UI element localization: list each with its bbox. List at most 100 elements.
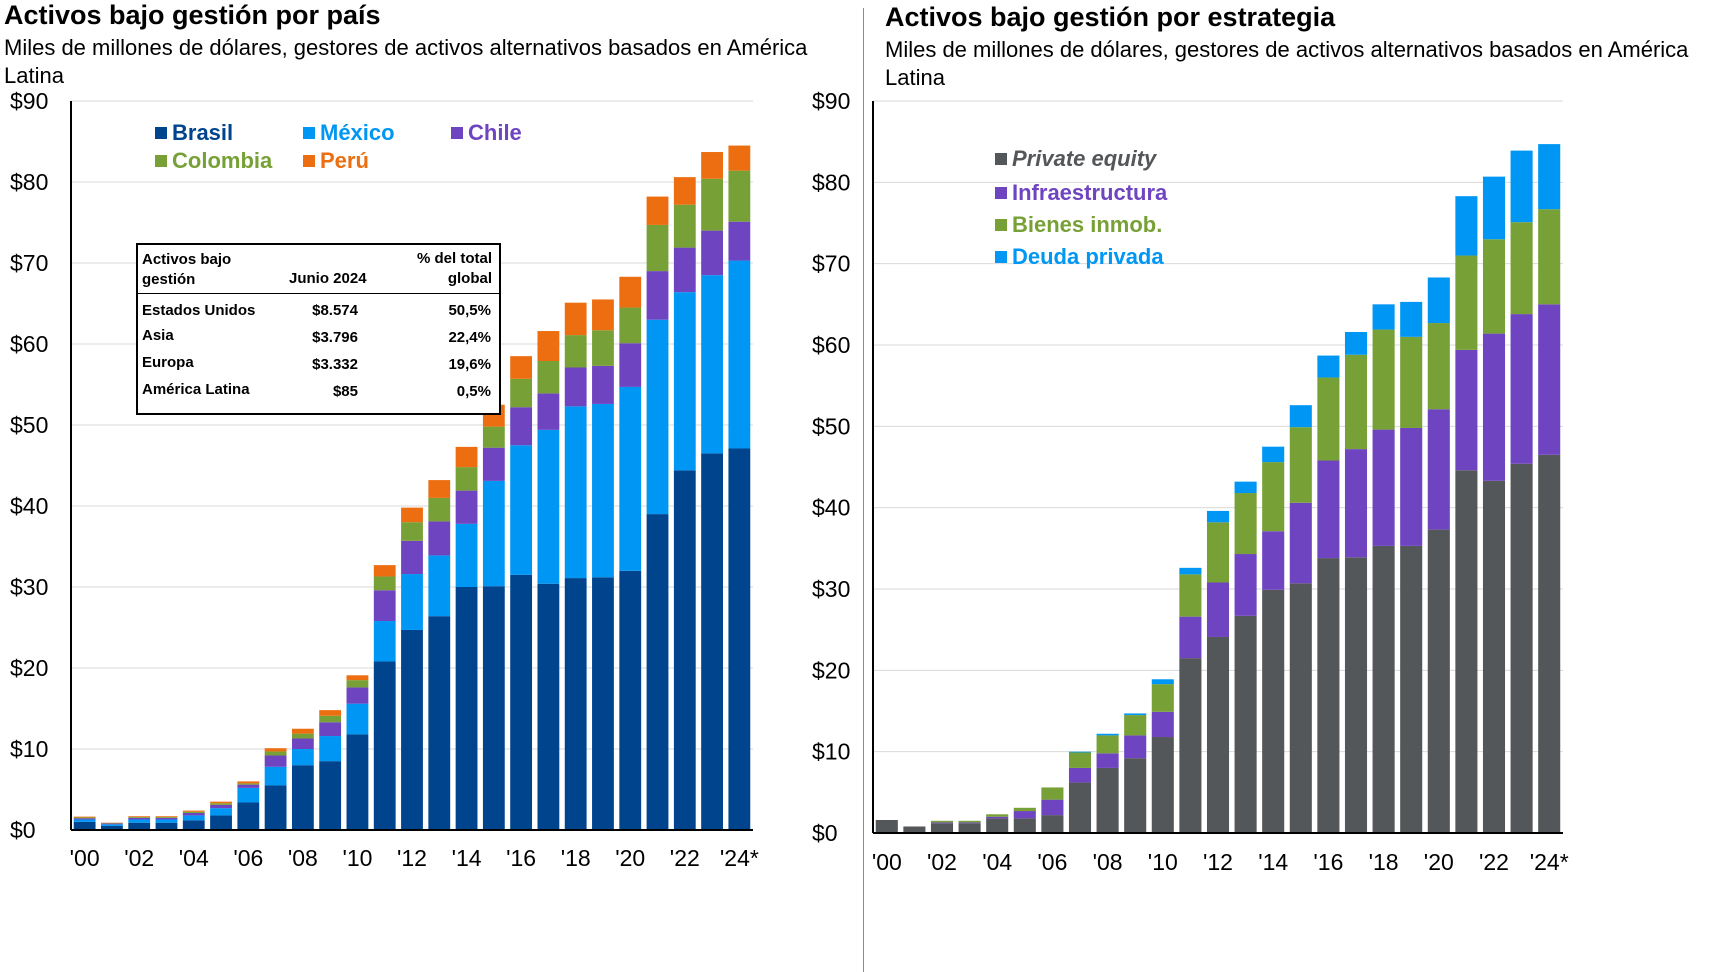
legend-label: México [320, 120, 395, 145]
bar-segment [1482, 176, 1506, 240]
x-tick-label: '20 [1424, 849, 1454, 875]
bar-segment [237, 787, 260, 803]
x-tick-label: '12 [1203, 849, 1233, 875]
x-tick-label: '20 [615, 845, 645, 871]
bar-segment [319, 715, 342, 723]
bar-segment [1151, 737, 1174, 833]
x-tick-label: '00 [872, 849, 902, 875]
bar-segment [958, 823, 981, 833]
bar-segment [1041, 787, 1064, 800]
x-tick-label: '24* [1530, 849, 1569, 875]
y-tick-label: $60 [812, 332, 850, 358]
bar-segment [237, 781, 260, 784]
bar-segment [1317, 377, 1340, 461]
y-tick-label: $50 [812, 413, 850, 439]
legend-item: México [303, 120, 395, 146]
bar-segment [1013, 818, 1036, 833]
bar-segment [537, 393, 560, 430]
bar-segment [1400, 301, 1423, 337]
bar-segment [1510, 222, 1533, 315]
y-tick-label: $90 [10, 88, 48, 114]
bar-segment [319, 761, 342, 830]
bar-segment [537, 583, 560, 830]
bar-segment [1510, 150, 1533, 223]
bar-segment [155, 817, 178, 820]
bar-segment [701, 178, 723, 231]
bar-segment [1344, 557, 1368, 833]
bar-segment [1262, 446, 1285, 463]
legend-swatch [155, 155, 167, 167]
table-header-aum: Activos bajo gestión [142, 251, 232, 288]
bar-segment [564, 302, 587, 336]
bar-segment [728, 260, 751, 449]
x-tick-label: '00 [70, 845, 100, 871]
bar-segment [1068, 782, 1092, 833]
table-header-pct: % del total global [416, 250, 492, 287]
bar-segment [373, 661, 396, 830]
bar-segment [1538, 209, 1561, 305]
bar-segment [510, 445, 533, 575]
bar-segment [1013, 811, 1036, 819]
bar-segment [210, 804, 232, 809]
bar-segment [346, 734, 369, 830]
bar-segment [646, 319, 669, 515]
legend-label: Private equity [1012, 146, 1157, 171]
bar-segment [1179, 658, 1202, 833]
bar-segment [986, 818, 1009, 833]
bar-segment [701, 275, 723, 454]
bar-segment [958, 820, 981, 823]
bar-segment [428, 480, 451, 498]
bar-segment [1262, 531, 1285, 590]
bar-segment [291, 738, 314, 749]
bar-segment [1317, 355, 1340, 378]
bar-segment [619, 386, 642, 571]
bar-segment [264, 751, 287, 756]
bar-segment [1538, 454, 1561, 833]
bar-segment [592, 577, 614, 830]
bar-segment [619, 276, 642, 308]
bar-segment [1262, 589, 1285, 833]
y-tick-label: $30 [812, 576, 850, 602]
x-tick-label: '16 [506, 845, 536, 871]
bar-segment [1400, 427, 1423, 546]
y-tick-label: $80 [812, 169, 850, 195]
table-row-value: $3.796 [312, 329, 358, 346]
bar-segment [1427, 529, 1450, 833]
bar-segment [592, 365, 614, 404]
bar-segment [346, 675, 369, 681]
bar-segment [1289, 405, 1312, 428]
y-tick-label: $50 [10, 412, 48, 438]
bar-segment [1372, 329, 1395, 430]
bar-segment [592, 330, 614, 366]
y-tick-label: $40 [812, 495, 850, 521]
bar-segment [537, 429, 560, 584]
bar-segment [1482, 480, 1506, 833]
x-tick-label: '02 [124, 845, 154, 871]
bar-segment [319, 736, 342, 762]
bar-segment [128, 819, 151, 823]
bar-segment [155, 817, 178, 818]
bar-segment [291, 765, 314, 830]
bar-segment [455, 523, 478, 587]
bar-segment [728, 448, 751, 830]
bar-segment [1068, 751, 1092, 753]
bar-segment [673, 177, 696, 205]
bar-segment [455, 446, 478, 468]
table-row-region: Asia [142, 327, 174, 344]
legend-item: Chile [451, 120, 522, 146]
bar-segment [701, 453, 723, 830]
bar-segment [728, 170, 751, 222]
bar-segment [428, 521, 451, 556]
table-row-pct: 50,5% [448, 302, 491, 319]
bar-segment [673, 204, 696, 248]
bar-segment [930, 823, 954, 833]
bar-segment [619, 343, 642, 387]
bar-segment [1510, 463, 1533, 833]
y-tick-label: $70 [812, 251, 850, 277]
bar-segment [210, 808, 232, 816]
y-tick-label: $20 [10, 655, 48, 681]
bar-segment [1151, 711, 1174, 738]
bar-segment [182, 815, 205, 821]
bar-segment [346, 680, 369, 688]
bar-segment [728, 221, 751, 261]
